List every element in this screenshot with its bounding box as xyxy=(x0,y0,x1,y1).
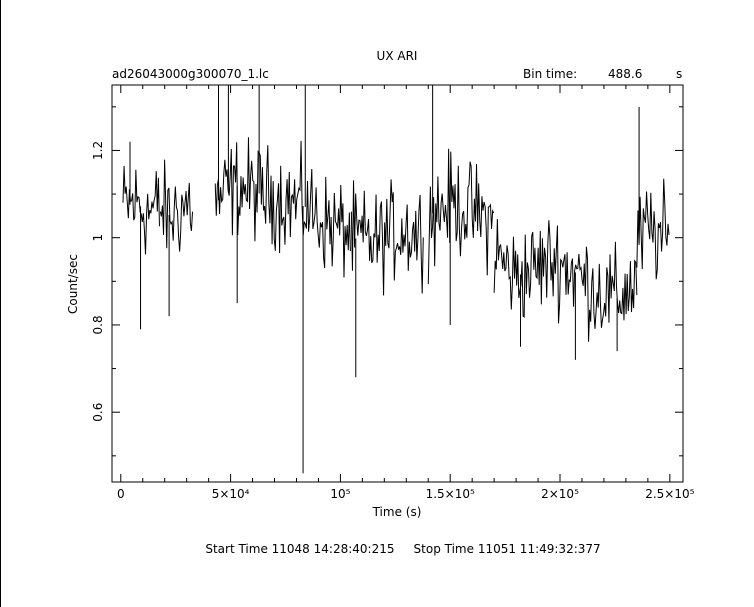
x-tick-label: 10⁵ xyxy=(330,487,350,501)
time-range-footer: Start Time 11048 14:28:40:215 Stop Time … xyxy=(205,542,600,556)
x-tick-label: 2.5×10⁵ xyxy=(645,487,694,501)
file-label: ad26043000g300070_1.lc xyxy=(112,67,269,81)
light-curve-segment xyxy=(636,178,670,280)
y-tick-label: 0.8 xyxy=(91,315,105,334)
light-curve-segment xyxy=(427,148,495,285)
light-curve-segment xyxy=(493,219,638,342)
bin-time-label: Bin time: xyxy=(523,67,577,81)
plot-frame xyxy=(111,84,684,483)
x-tick-label: 2×10⁵ xyxy=(541,487,579,501)
y-tick-label: 1 xyxy=(91,234,105,242)
light-curve-segment xyxy=(159,159,194,252)
x-axis-label: Time (s) xyxy=(372,505,422,519)
light-curve-segment xyxy=(214,137,351,278)
chart-title: UX ARI xyxy=(377,49,418,63)
y-axis-label: Count/sec xyxy=(66,254,80,314)
x-tick-label: 5×10⁴ xyxy=(212,487,250,501)
y-tick-label: 1.2 xyxy=(91,141,105,160)
tick-layer: 0 5×10⁴ 10⁵ 1.5×10⁵ 2×10⁵ 2.5×10⁵ 0.6 0.8 1 1.2 xyxy=(91,85,695,501)
bin-time-unit: s xyxy=(676,67,682,81)
data-layer xyxy=(122,85,670,474)
light-curve-segment xyxy=(350,179,424,296)
y-tick-label: 0.6 xyxy=(91,403,105,422)
x-tick-label: 0 xyxy=(117,487,125,501)
bin-time-value: 488.6 xyxy=(608,67,642,81)
light-curve-segment xyxy=(122,166,160,255)
x-tick-label: 1.5×10⁵ xyxy=(426,487,475,501)
